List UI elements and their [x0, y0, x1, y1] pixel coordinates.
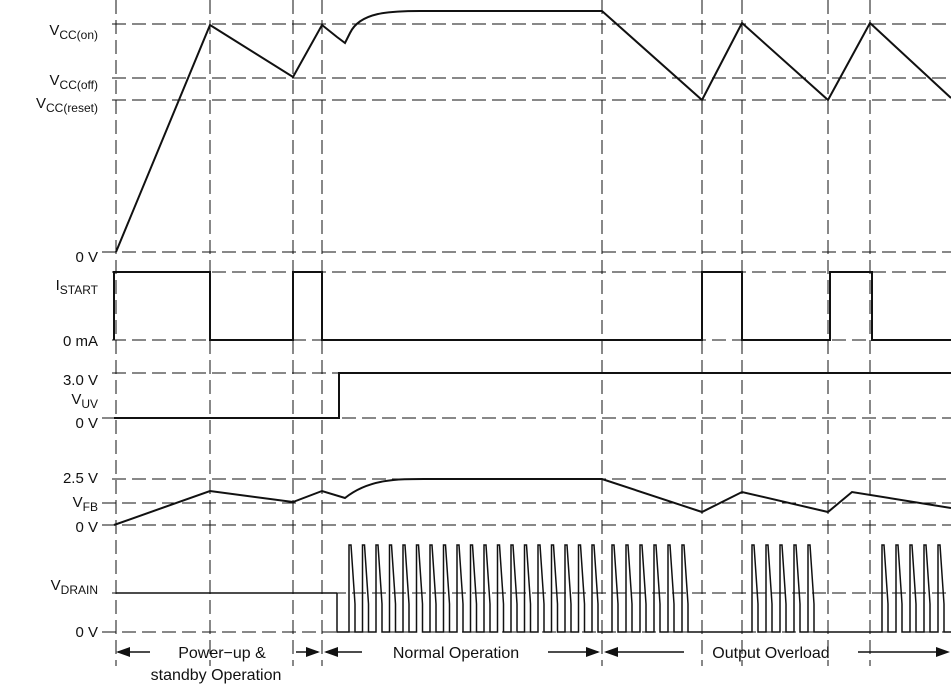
arrowhead-left: [604, 647, 618, 657]
phase-powerup-label-2: standby Operation: [151, 667, 282, 684]
arrowhead-left: [116, 647, 130, 657]
phase-normal-label: Normal Operation: [393, 645, 519, 662]
uv-step: [114, 372, 951, 419]
label-vcc-reset: VCC(reset): [36, 95, 98, 115]
arrowhead-right: [586, 647, 600, 657]
phase-arrowheads: [116, 647, 950, 657]
phase-overload-label: Output Overload: [712, 645, 829, 662]
uv-trace: [114, 372, 951, 419]
label-vuv: VUV: [71, 391, 98, 411]
arrowhead-right: [306, 647, 320, 657]
label-fb-2v5: 2.5 V: [63, 470, 98, 487]
label-istart: ISTART: [56, 277, 99, 297]
istart-pulses: [113, 271, 951, 341]
label-vcc-on: VCC(on): [49, 22, 98, 42]
arrowhead-right: [936, 647, 950, 657]
fb-curve: [113, 477, 951, 526]
label-istart-zero: 0 mA: [63, 333, 98, 350]
arrowhead-left: [324, 647, 338, 657]
vdrain-trace: [116, 544, 951, 633]
vcc-trace: [115, 10, 951, 253]
label-uv-3v: 3.0 V: [63, 372, 98, 389]
vcc-rise-and-hiccup: [115, 10, 951, 253]
label-uv-zero: 0 V: [75, 415, 98, 432]
level-labels: VCC(on) VCC(off) VCC(reset) 0 V ISTART 0…: [36, 22, 99, 641]
label-vdrain-zero: 0 V: [75, 624, 98, 641]
label-vcc-zero: 0 V: [75, 249, 98, 266]
label-vdrain: VDRAIN: [51, 577, 98, 597]
phase-powerup-label-1: Power−up &: [178, 645, 266, 662]
fb-trace: [113, 477, 951, 526]
label-fb-zero: 0 V: [75, 519, 98, 536]
label-vcc-off: VCC(off): [50, 72, 98, 92]
istart-trace: [113, 271, 951, 341]
vdrain-switching-pulses: [336, 544, 951, 633]
label-vfb: VFB: [73, 494, 98, 514]
